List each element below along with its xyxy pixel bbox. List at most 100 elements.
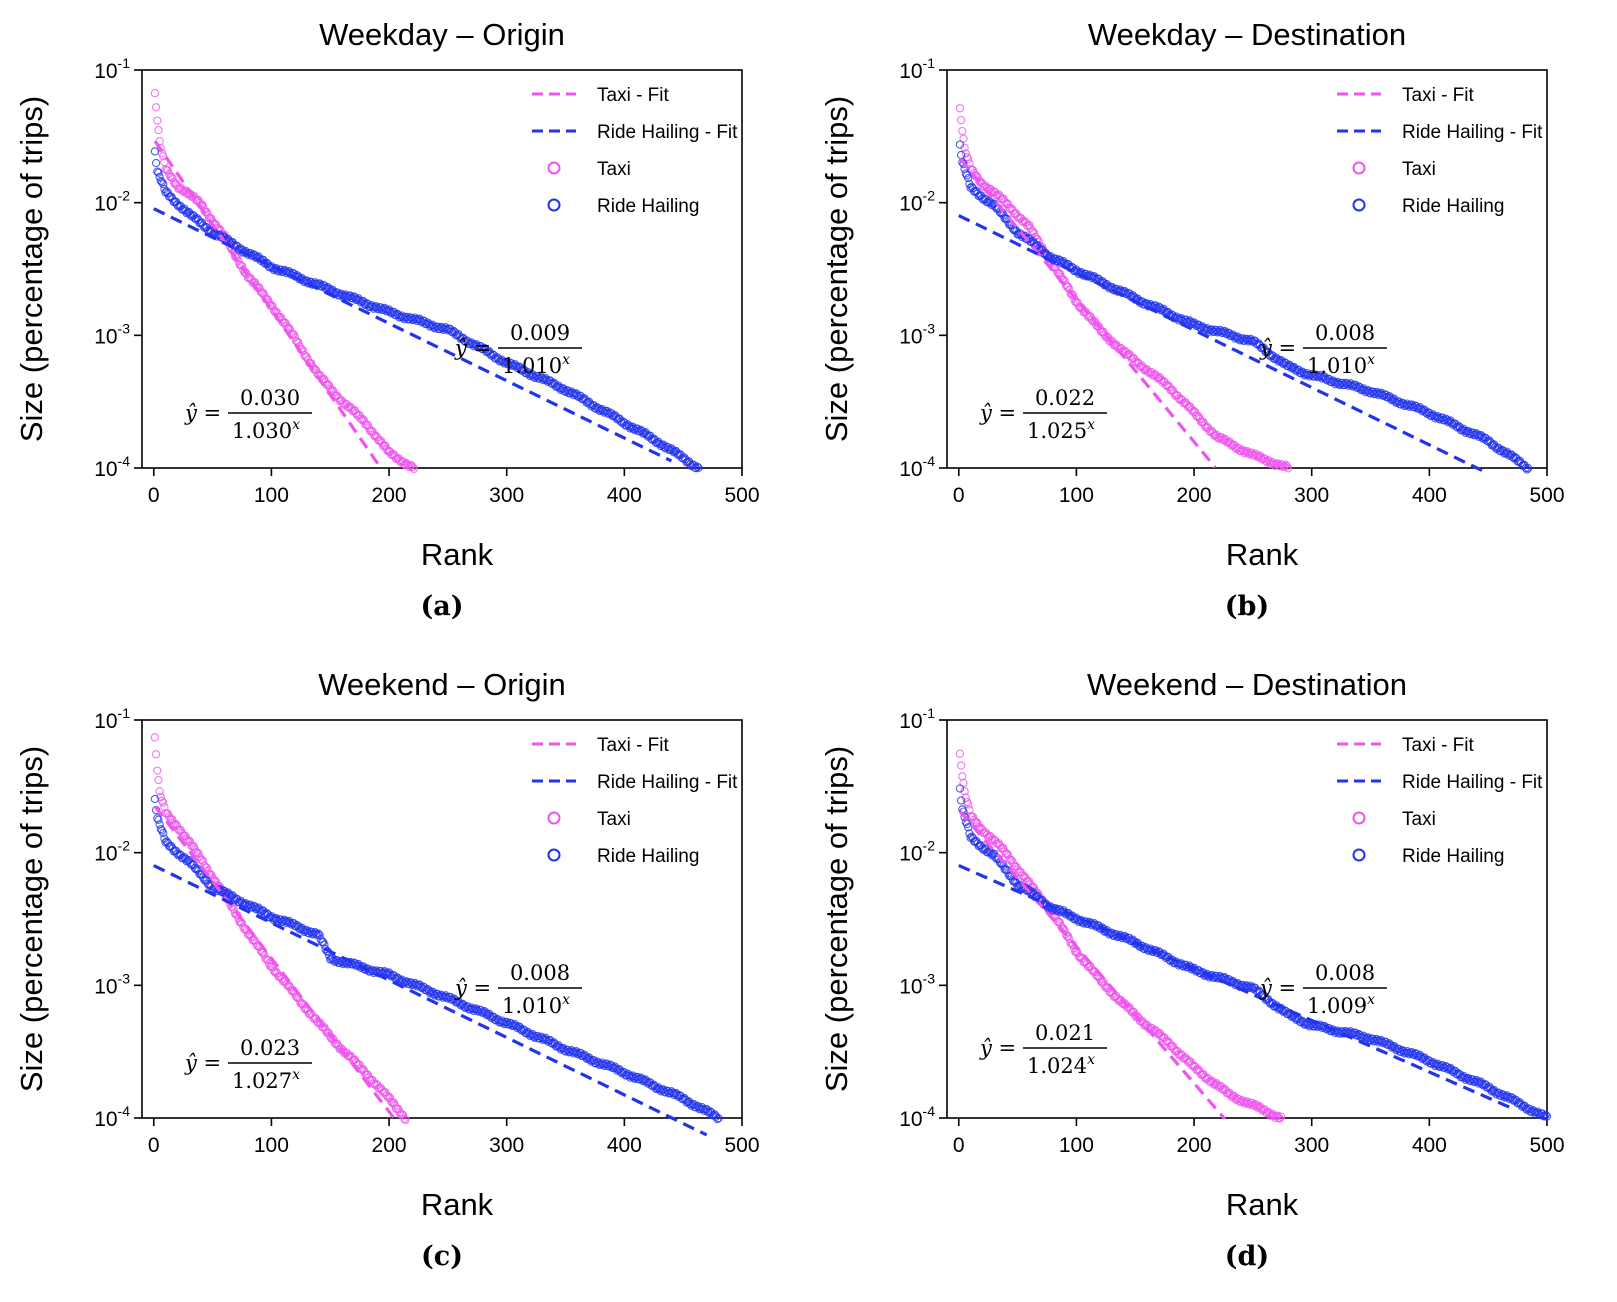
legend-taxi-fit-label: Taxi - Fit: [597, 85, 670, 106]
equation-lhs: ŷ =: [184, 401, 221, 425]
legend-taxi-marker: [547, 161, 561, 175]
equation-numerator: 0.021: [1035, 1021, 1095, 1045]
chart-title: Weekend – Destination: [1087, 667, 1407, 702]
y-tick-label: 10-3: [94, 320, 130, 348]
x-tick-label: 200: [1177, 1134, 1212, 1157]
data-point: [1089, 316, 1099, 325]
data-point: [1002, 849, 1012, 858]
y-axis-label: Size (percentage of trips): [819, 96, 854, 442]
equation-numerator: 0.022: [1035, 386, 1095, 410]
data-point: [1524, 464, 1533, 473]
ride-hailing-fit-line: [958, 214, 1489, 475]
x-tick-label: 400: [1412, 484, 1447, 507]
legend: Taxi - Fit Ride Hailing - Fit Taxi Ride Hai…: [1337, 85, 1543, 217]
data-point: [236, 261, 245, 270]
data-point: [157, 177, 167, 187]
y-tick-label: 10-3: [899, 320, 935, 348]
ride-hailing-series: [955, 140, 1533, 474]
equation-denominator: 1.010x: [502, 992, 570, 1018]
equation-denominator: 1.027x: [232, 1067, 300, 1093]
data-point: [260, 258, 269, 267]
data-point: [156, 792, 165, 802]
data-point: [153, 167, 162, 176]
x-tick-label: 500: [724, 1134, 759, 1157]
data-point: [972, 818, 981, 827]
equation-denominator: 1.010x: [1307, 352, 1375, 378]
y-tick-label: 10-2: [899, 188, 935, 216]
data-point: [960, 812, 969, 822]
data-point: [328, 1034, 337, 1043]
x-tick-label: 400: [607, 484, 642, 507]
data-point: [964, 800, 973, 809]
chart-title: Weekend – Origin: [318, 667, 566, 702]
data-point: [1542, 1112, 1552, 1121]
x-tick-label: 200: [1177, 484, 1212, 507]
x-tick-label: 500: [1529, 1134, 1564, 1157]
y-tick-label: 10-4: [94, 1103, 130, 1131]
data-point: [955, 749, 965, 758]
data-point: [150, 89, 160, 98]
data-point: [408, 462, 417, 472]
legend: Taxi - Fit Ride Hailing - Fit Taxi Ride Hai…: [532, 735, 738, 867]
legend-ride-label: Ride Hailing: [1402, 846, 1504, 867]
y-tick-label: 10-2: [94, 838, 130, 866]
data-point: [399, 1111, 408, 1120]
data-point: [961, 169, 970, 178]
legend: Taxi - Fit Ride Hailing - Fit Taxi Ride Hai…: [532, 85, 738, 217]
data-point: [359, 415, 368, 424]
data-point: [284, 981, 294, 990]
data-point: [1541, 1110, 1550, 1120]
equation-lhs: ŷ =: [1259, 336, 1296, 360]
taxi-fit-line: [153, 140, 381, 468]
legend-ride-label: Ride Hailing: [597, 196, 699, 217]
x-tick-label: 300: [489, 1134, 524, 1157]
x-tick-label: 0: [148, 1134, 160, 1157]
ride-hailing-fit-line: [958, 864, 1513, 1110]
data-point: [647, 434, 656, 443]
data-point: [955, 140, 965, 149]
data-point: [151, 103, 161, 112]
data-point: [955, 784, 965, 793]
plot-frame: [141, 69, 743, 469]
data-point: [153, 766, 162, 775]
equation-lhs: ŷ =: [1259, 976, 1296, 1000]
data-point: [154, 815, 163, 824]
legend-ride-marker: [547, 848, 561, 862]
x-tick-label: 200: [372, 484, 407, 507]
ride-hailing-equation: ŷ = 0.009 1.010x: [454, 321, 582, 378]
x-tick-label: 300: [1294, 484, 1329, 507]
ride-hailing-fit-line: [153, 207, 673, 463]
legend: Taxi - Fit Ride Hailing - Fit Taxi Ride Hai…: [1337, 735, 1543, 867]
y-tick-label: 10-1: [94, 705, 130, 733]
ride-hailing-equation: ŷ = 0.008 1.009x: [1259, 961, 1387, 1018]
data-point: [359, 1064, 368, 1074]
data-point: [151, 158, 161, 168]
equation-denominator: 1.024x: [1027, 1052, 1095, 1078]
data-point: [693, 462, 702, 471]
data-point: [713, 1114, 722, 1124]
data-point: [159, 179, 168, 189]
data-point: [150, 733, 160, 742]
chart-panel-2: Weekday – Destination 0 100 200 300 400 500 10-…: [819, 17, 1565, 622]
equation-lhs: ŷ =: [454, 976, 491, 1000]
data-point: [1521, 463, 1530, 473]
chart-panel-3: Weekend – Origin 0 100 200 300 400 500 10-1 10-2…: [14, 667, 760, 1272]
x-tick-label: 200: [372, 1134, 407, 1157]
data-point: [267, 962, 276, 971]
x-tick-label: 300: [1294, 1134, 1329, 1157]
taxi-fit-line: [153, 805, 397, 1121]
data-point: [959, 159, 968, 169]
data-point: [314, 929, 323, 938]
panel-label: (c): [421, 1241, 463, 1272]
y-axis-label: Size (percentage of trips): [819, 746, 854, 1092]
panel-label: (d): [1225, 1241, 1269, 1272]
taxi-fit-line: [958, 810, 1226, 1120]
legend-taxi-fit-label: Taxi - Fit: [1402, 735, 1475, 756]
data-point: [1284, 464, 1293, 473]
plot-frame: [141, 719, 743, 1119]
data-point: [154, 168, 163, 177]
taxi-series: [955, 749, 1286, 1123]
x-axis-label: Rank: [421, 537, 494, 572]
legend-taxi-label: Taxi: [1402, 809, 1436, 830]
